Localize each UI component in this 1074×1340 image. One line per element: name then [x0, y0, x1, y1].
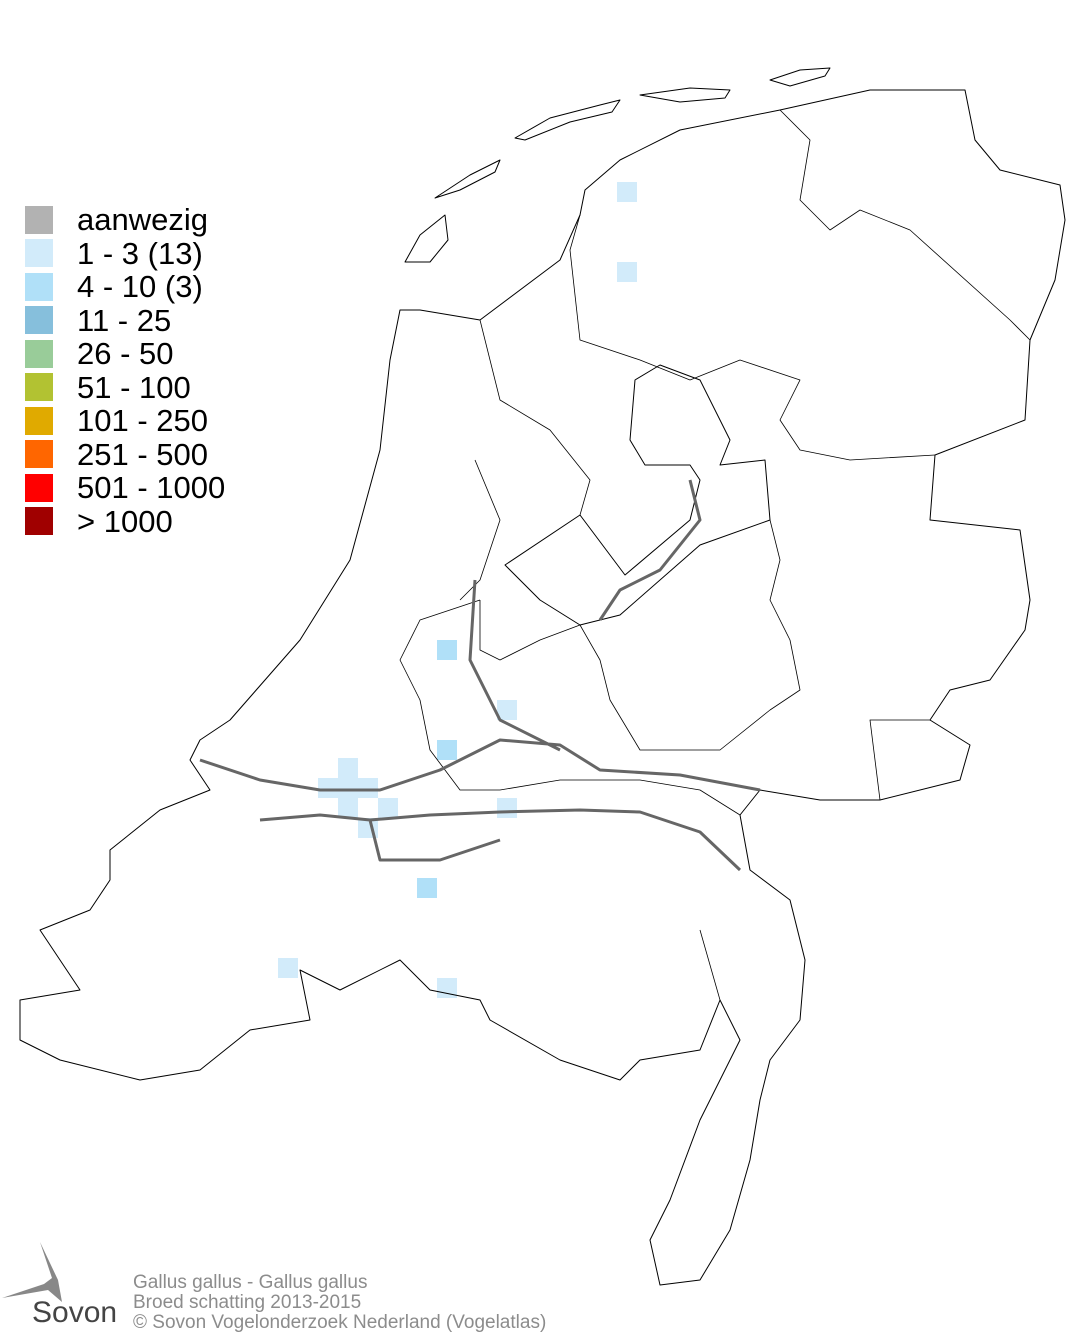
island-ameland [639, 87, 731, 103]
legend-swatch [25, 205, 53, 234]
grid-cell-class-4-10 [437, 740, 457, 760]
logo-text: Sovon [32, 1296, 118, 1329]
sovon-swallow-logo-icon [2, 1242, 62, 1302]
legend-swatch [25, 440, 53, 469]
grid-cell-class-1-3 [318, 778, 338, 798]
legend-swatch [25, 373, 53, 402]
grid-cell-class-1-3 [338, 758, 358, 778]
legend-label: 11 - 25 [77, 302, 172, 338]
legend-label: aanwezig [77, 202, 208, 238]
legend-item: 26 - 50 [25, 337, 225, 371]
legend-item: 101 - 250 [25, 404, 225, 438]
legend-swatch [25, 507, 53, 536]
island-vlieland [434, 159, 501, 199]
legend-swatch [25, 239, 53, 268]
rivers [199, 479, 761, 872]
legend-label: 51 - 100 [77, 369, 191, 405]
legend-label: > 1000 [77, 503, 173, 539]
grid-cell-class-1-3 [338, 778, 358, 798]
legend-swatch [25, 306, 53, 335]
island-schiermonnikoog [769, 67, 831, 87]
grid-cell-class-1-3 [617, 262, 637, 282]
legend-item: > 1000 [25, 505, 225, 539]
legend-swatch [25, 272, 53, 301]
legend-label: 101 - 250 [77, 403, 208, 439]
flevoland-outline [504, 364, 771, 626]
island-terschelling [514, 99, 621, 141]
occupied-grid-cells [278, 182, 637, 998]
legend-label: 501 - 1000 [77, 470, 226, 506]
grid-cell-class-1-3 [617, 182, 637, 202]
map-caption: Gallus gallus - Gallus gallus Broed scha… [133, 1273, 546, 1333]
grid-cell-class-1-3 [497, 700, 517, 720]
legend-swatch [25, 473, 53, 502]
legend-item: 11 - 25 [25, 304, 225, 338]
copyright: © Sovon Vogelonderzoek Nederland (Vogela… [133, 1312, 547, 1333]
legend-swatch [25, 339, 53, 368]
island-texel [404, 214, 449, 263]
grid-cell-class-1-3 [338, 798, 358, 818]
legend-item: aanwezig [25, 203, 225, 237]
grid-cell-class-1-3 [437, 978, 457, 998]
legend-swatch [25, 406, 53, 435]
country-outline [19, 89, 1066, 1286]
legend-item: 501 - 1000 [25, 471, 225, 505]
grid-cell-class-1-3 [497, 798, 517, 818]
legend: aanwezig 1 - 3 (13) 4 - 10 (3) 11 - 25 26 - … [25, 203, 225, 538]
grid-cell-class-4-10 [417, 878, 437, 898]
legend-item: 251 - 500 [25, 438, 225, 472]
legend-label: 4 - 10 (3) [77, 269, 203, 305]
map-subtitle: Broed schatting 2013-2015 [133, 1292, 362, 1313]
province-borders [399, 109, 1031, 1001]
legend-label: 26 - 50 [77, 336, 174, 372]
legend-item: 4 - 10 (3) [25, 270, 225, 304]
grid-cell-class-4-10 [437, 640, 457, 660]
grid-cell-class-1-3 [358, 778, 378, 798]
legend-item: 1 - 3 (13) [25, 237, 225, 271]
legend-item: 51 - 100 [25, 371, 225, 405]
grid-cell-class-1-3 [378, 798, 398, 818]
species-name: Gallus gallus - Gallus gallus [133, 1272, 368, 1293]
legend-label: 251 - 500 [77, 436, 208, 472]
grid-cell-class-1-3 [278, 958, 298, 978]
legend-label: 1 - 3 (13) [77, 235, 203, 271]
